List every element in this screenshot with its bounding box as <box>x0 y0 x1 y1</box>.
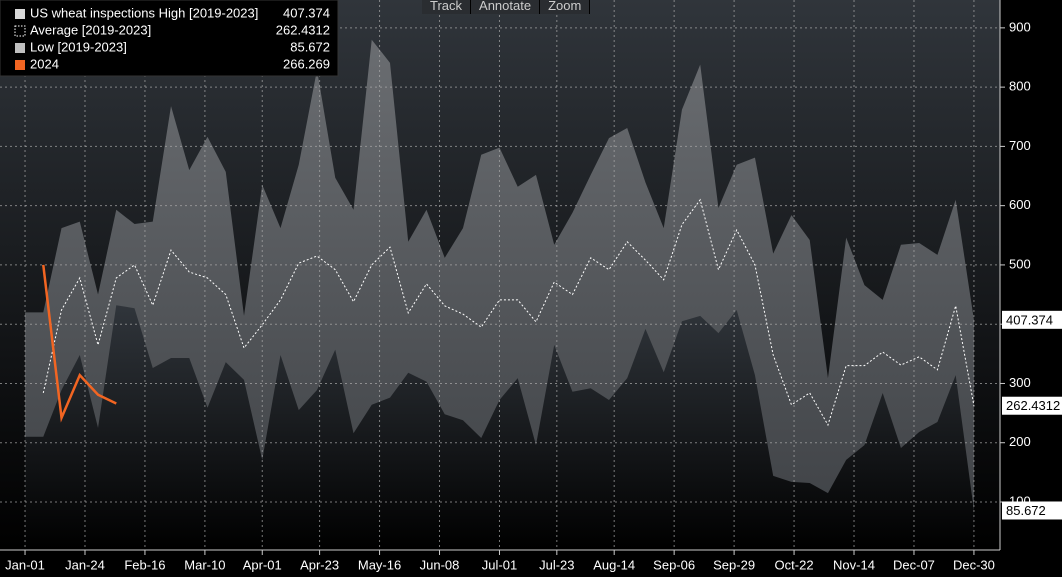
legend-label: Low [2019-2023] <box>30 39 127 54</box>
x-tick-label: Aug-14 <box>593 557 635 572</box>
value-badge-label: 85.672 <box>1006 503 1046 518</box>
legend-box <box>0 0 339 77</box>
x-tick-label: Jan-24 <box>65 557 105 572</box>
x-tick-label: Jul-23 <box>539 557 574 572</box>
toolbar-button[interactable]: Annotate <box>471 0 541 14</box>
x-tick-label: Apr-01 <box>243 557 282 572</box>
x-tick-label: Dec-30 <box>953 557 995 572</box>
y-tick-label: 500 <box>1009 256 1031 271</box>
y-tick-label: 700 <box>1009 138 1031 153</box>
x-tick-label: Sep-29 <box>713 557 755 572</box>
y-tick-label: 300 <box>1009 375 1031 390</box>
x-tick-label: Jul-01 <box>482 557 517 572</box>
value-badge <box>1002 396 1062 415</box>
legend-swatch <box>14 25 26 37</box>
x-tick-label: Oct-22 <box>775 557 814 572</box>
x-tick-label: Jan-01 <box>5 557 45 572</box>
x-tick-label: Feb-16 <box>124 557 165 572</box>
legend-value: 266.269 <box>283 56 330 71</box>
y-tick-label: 200 <box>1009 434 1031 449</box>
x-tick-label: Jun-08 <box>420 557 460 572</box>
value-badge-label: 407.374 <box>1006 312 1053 327</box>
legend-value: 262.4312 <box>276 22 330 37</box>
average-line <box>42 198 975 427</box>
x-tick-label: Mar-10 <box>184 557 225 572</box>
y-tick-label: 600 <box>1009 197 1031 212</box>
value-badge <box>1002 501 1062 520</box>
legend-swatch <box>15 9 25 19</box>
value-badge <box>1002 310 1062 329</box>
legend-swatch <box>15 43 25 53</box>
toolbar-button[interactable]: Track <box>422 0 472 14</box>
legend-value: 407.374 <box>283 5 330 20</box>
legend-label: Average [2019-2023] <box>30 22 151 37</box>
series-line <box>42 264 117 423</box>
y-tick-label: 900 <box>1009 19 1031 34</box>
x-tick-label: Nov-14 <box>833 557 875 572</box>
x-tick-label: May-16 <box>358 557 401 572</box>
legend-swatch <box>15 60 25 70</box>
x-tick-label: Sep-06 <box>653 557 695 572</box>
x-tick-label: Dec-07 <box>893 557 935 572</box>
x-tick-label: Apr-23 <box>300 557 339 572</box>
legend-label: 2024 <box>30 56 59 71</box>
low-band <box>25 305 974 550</box>
toolbar-button[interactable]: Zoom <box>540 0 591 14</box>
toolbar: Track Annotate Zoom <box>422 0 591 14</box>
legend-label: US wheat inspections High [2019-2023] <box>30 5 258 20</box>
legend-value: 85.672 <box>290 39 330 54</box>
value-badge-label: 262.4312 <box>1006 398 1060 413</box>
y-tick-label: 800 <box>1009 79 1031 94</box>
